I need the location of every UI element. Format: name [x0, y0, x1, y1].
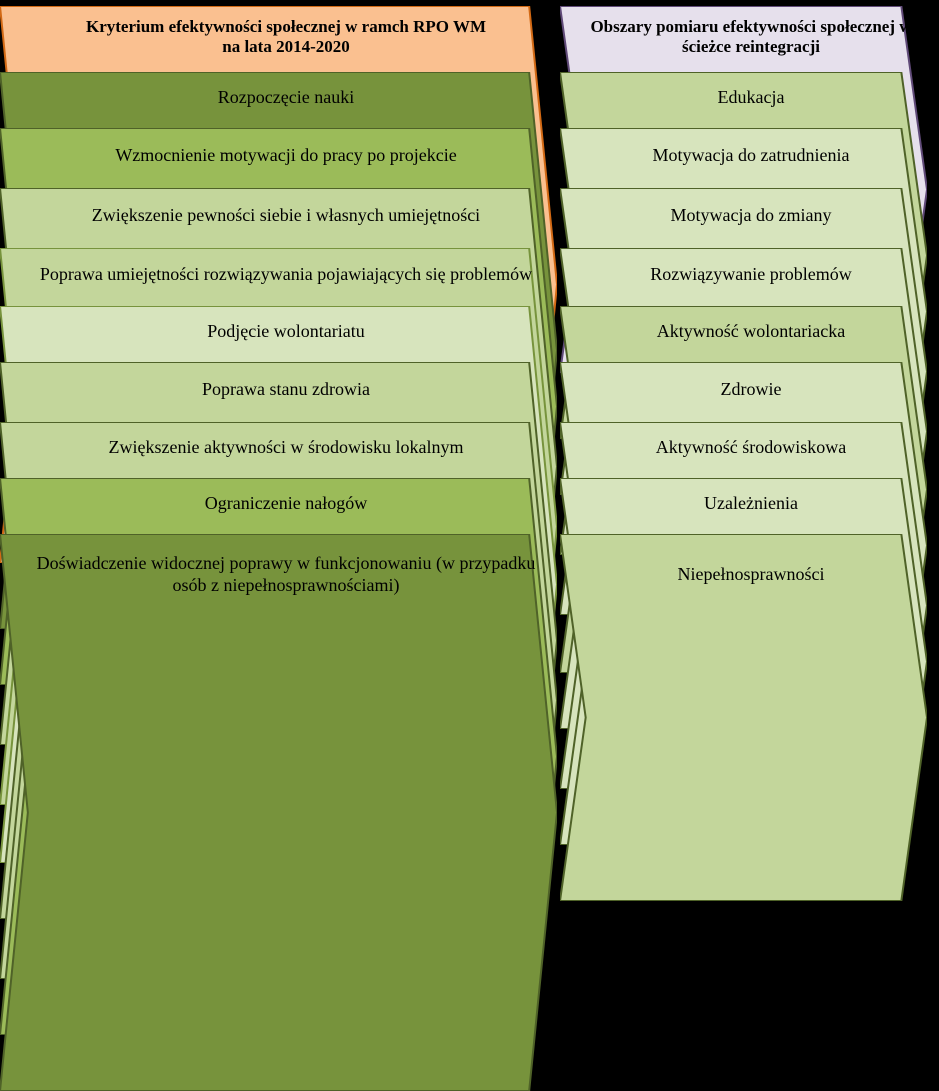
area-label: Aktywność środowiskowa: [656, 437, 847, 459]
header-left-cell: Kryterium efektywności społecznej w ramc…: [0, 6, 557, 68]
criterion-cell: Poprawa umiejętności rozwiązywania pojaw…: [0, 248, 557, 302]
criterion-label: Zwiększenie aktywności w środowisku loka…: [109, 437, 464, 459]
body-row: Poprawa stanu zdrowia Zdrowie: [0, 361, 939, 419]
criterion-label: Poprawa stanu zdrowia: [202, 379, 370, 401]
area-cell: Motywacja do zatrudnienia: [560, 128, 927, 184]
body-row: Rozpoczęcie nauki Edukacja: [0, 71, 939, 125]
criterion-label: Poprawa umiejętności rozwiązywania pojaw…: [40, 264, 532, 286]
area-cell: Motywacja do zmiany: [560, 188, 927, 244]
area-cell: Aktywność wolontariacka: [560, 306, 927, 358]
area-cell: Aktywność środowiskowa: [560, 422, 927, 474]
area-cell: Zdrowie: [560, 362, 927, 418]
area-label: Motywacja do zatrudnienia: [653, 145, 850, 167]
header-row: Kryterium efektywności społecznej w ramc…: [0, 5, 939, 69]
body-row: Podjęcie wolontariatu Aktywność wolontari…: [0, 305, 939, 359]
criterion-cell: Podjęcie wolontariatu: [0, 306, 557, 358]
area-label: Niepełnosprawności: [678, 564, 825, 586]
header-right-cell: Obszary pomiaru efektywności społecznej …: [560, 6, 927, 68]
area-cell: Uzależnienia: [560, 478, 927, 530]
header-right-label: Obszary pomiaru efektywności społecznej …: [585, 17, 917, 58]
criterion-label: Podjęcie wolontariatu: [207, 321, 364, 343]
area-label: Aktywność wolontariacka: [657, 321, 845, 343]
criterion-cell: Poprawa stanu zdrowia: [0, 362, 557, 418]
area-cell: Rozwiązywanie problemów: [560, 248, 927, 302]
area-label: Rozwiązywanie problemów: [650, 264, 851, 286]
body-row: Zwiększenie pewności siebie i własnych u…: [0, 187, 939, 245]
criterion-label: Wzmocnienie motywacji do pracy po projek…: [115, 145, 456, 167]
criterion-label: Zwiększenie pewności siebie i własnych u…: [92, 205, 480, 227]
body-row: Wzmocnienie motywacji do pracy po projek…: [0, 127, 939, 185]
criterion-cell: Zwiększenie aktywności w środowisku loka…: [0, 422, 557, 474]
criterion-label: Doświadczenie widocznej poprawy w funkcj…: [25, 553, 547, 596]
diagram-container: Kryterium efektywności społecznej w ramc…: [0, 0, 939, 622]
area-label: Uzależnienia: [704, 493, 798, 515]
area-poly: [560, 534, 927, 901]
body-row: Ograniczenie nałogów Uzależnienia: [0, 477, 939, 531]
body-row: Zwiększenie aktywności w środowisku loka…: [0, 421, 939, 475]
criterion-cell: Zwiększenie pewności siebie i własnych u…: [0, 188, 557, 244]
criterion-cell: Doświadczenie widocznej poprawy w funkcj…: [0, 534, 557, 616]
criterion-arrow: [0, 534, 557, 1091]
area-label: Motywacja do zmiany: [671, 205, 832, 227]
body-row: Poprawa umiejętności rozwiązywania pojaw…: [0, 247, 939, 303]
body-rows: Rozpoczęcie nauki Edukacja Wzmocnienie mot…: [0, 71, 939, 617]
criterion-cell: Rozpoczęcie nauki: [0, 72, 557, 124]
criterion-cell: Wzmocnienie motywacji do pracy po projek…: [0, 128, 557, 184]
body-row: Doświadczenie widocznej poprawy w funkcj…: [0, 533, 939, 617]
criterion-cell: Ograniczenie nałogów: [0, 478, 557, 530]
criterion-label: Ograniczenie nałogów: [205, 493, 367, 515]
criterion-label: Rozpoczęcie nauki: [218, 87, 354, 109]
criterion-poly: [0, 534, 557, 1091]
area-cell: Edukacja: [560, 72, 927, 124]
area-label: Zdrowie: [721, 379, 782, 401]
header-left-label: Kryterium efektywności społecznej w ramc…: [86, 17, 486, 58]
area-cell: Niepełnosprawności: [560, 534, 927, 616]
area-arrow: [560, 534, 927, 901]
area-label: Edukacja: [718, 87, 785, 109]
